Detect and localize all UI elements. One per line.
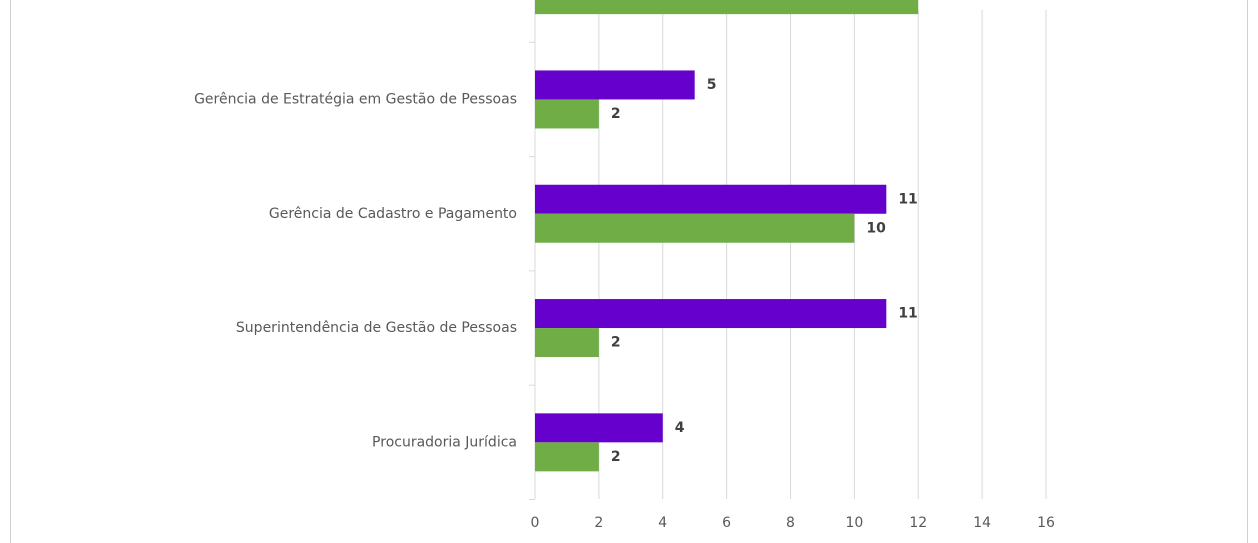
x-tick-label: 12 bbox=[909, 515, 927, 531]
data-label: 2 bbox=[611, 449, 621, 465]
category-label: Procuradoria Jurídica bbox=[372, 434, 517, 450]
category-label: Gerência de Cadastro e Pagamento bbox=[269, 206, 517, 222]
category-label: Superintendência de Gestão de Pessoas bbox=[236, 320, 517, 336]
data-label: 11 bbox=[898, 306, 917, 322]
data-label: 4 bbox=[675, 420, 685, 436]
x-tick-label: 8 bbox=[786, 515, 795, 531]
x-tick-label: 2 bbox=[594, 515, 603, 531]
x-tick-label: 4 bbox=[658, 515, 667, 531]
bar bbox=[535, 299, 887, 329]
bar bbox=[535, 213, 855, 243]
bar bbox=[535, 184, 887, 214]
bar bbox=[535, 442, 599, 472]
data-label: 5 bbox=[707, 77, 717, 93]
x-tick-label: 16 bbox=[1037, 515, 1055, 531]
x-tick-label: 0 bbox=[531, 515, 540, 531]
x-tick-label: 6 bbox=[722, 515, 731, 531]
data-label: 11 bbox=[898, 191, 917, 207]
bar bbox=[535, 328, 599, 358]
bar bbox=[535, 99, 599, 129]
data-label: 2 bbox=[611, 335, 621, 351]
x-tick-label: 14 bbox=[973, 515, 991, 531]
bar bbox=[535, 413, 663, 443]
bar bbox=[535, 0, 919, 15]
x-tick-label: 10 bbox=[845, 515, 863, 531]
bar bbox=[535, 70, 695, 100]
data-label: 10 bbox=[866, 220, 886, 236]
data-label: 2 bbox=[611, 106, 621, 122]
category-label: Gerência de Estratégia em Gestão de Pess… bbox=[194, 91, 517, 107]
